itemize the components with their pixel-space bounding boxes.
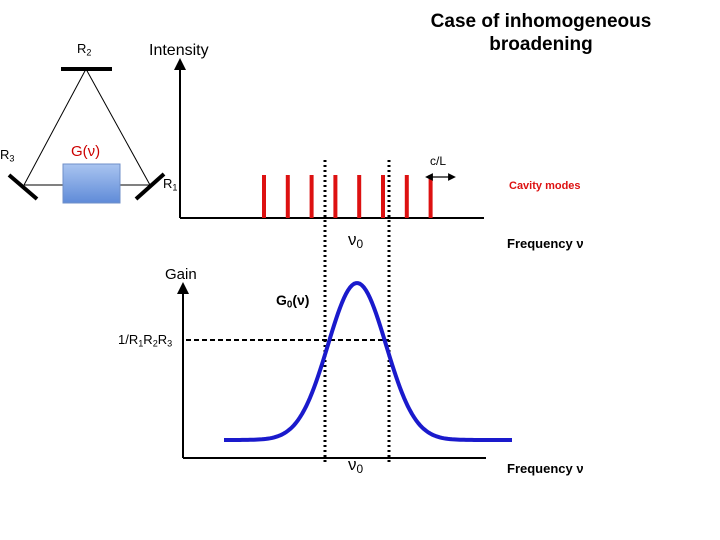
mirror-r1 — [134, 172, 166, 201]
mirror-r2-label: R2 — [77, 41, 92, 58]
gain-axis-label: Gain — [165, 266, 197, 283]
gain-curve — [224, 281, 512, 442]
gain-curve-label: G0(ν) — [276, 292, 310, 311]
gain-medium-label: G(ν) — [71, 143, 101, 160]
title-line-2: broadening — [489, 34, 593, 56]
bottom-center-frequency-label: ν0 — [348, 455, 364, 476]
slide-title: Case of inhomogeneous broadening — [420, 10, 662, 56]
cavity-schematic — [7, 67, 166, 204]
spacing-label: c/L — [430, 154, 447, 168]
intensity-axes — [174, 58, 484, 219]
top-frequency-axis-label: Frequency ν — [507, 236, 584, 251]
bottom-frequency-axis-label: Frequency ν — [507, 461, 584, 476]
cavity-modes-label: Cavity modes — [509, 180, 581, 192]
threshold-label: 1/R1R2R3 — [118, 332, 173, 349]
cavity-modes — [262, 175, 433, 218]
beam-top-left — [23, 68, 87, 186]
mirror-r3-label: R3 — [0, 147, 15, 164]
mirror-r1-label: R1 — [163, 176, 178, 193]
top-center-frequency-label: ν0 — [348, 230, 364, 251]
title-line-1: Case of inhomogeneous — [430, 11, 652, 32]
gain-axes — [177, 282, 486, 459]
intensity-axis-label: Intensity — [149, 42, 209, 59]
mirror-r3 — [7, 173, 39, 201]
beam-top-right — [85, 68, 151, 186]
gain-medium — [62, 163, 121, 204]
